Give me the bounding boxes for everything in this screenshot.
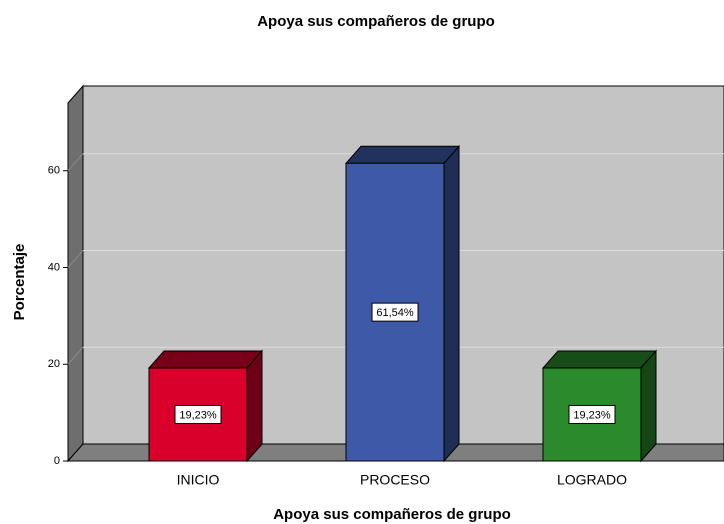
value-label-box [371, 302, 419, 322]
bar-top [147, 350, 264, 369]
x-tick-label: LOGRADO [557, 472, 627, 488]
y-tick-label: 40 [48, 261, 60, 273]
chart-title: Apoya sus compañeros de grupo [257, 13, 495, 30]
value-label-box [174, 404, 222, 424]
x-axis-label: Apoya sus compañeros de grupo [273, 506, 511, 523]
grid-line-side [67, 250, 84, 268]
y-tick-label: 60 [48, 165, 60, 177]
bar-side [443, 144, 460, 463]
value-label: 19,23% [179, 409, 217, 421]
bar-side [246, 349, 263, 463]
grid-line-side [67, 346, 84, 365]
value-label-box [568, 404, 616, 424]
bars: 19,23% 61,54% 19,23% [147, 144, 658, 463]
value-label: 19,23% [573, 409, 611, 421]
left-wall [67, 84, 84, 463]
grid-line-side [67, 153, 84, 172]
bar-top [344, 145, 461, 164]
x-tick-label: INICIO [177, 472, 220, 488]
bar-top [541, 350, 658, 369]
value-label: 61,54% [376, 307, 414, 319]
x-tick-label: PROCESO [360, 472, 430, 488]
y-tick-label: 20 [48, 358, 60, 370]
y-tick-label: 0 [54, 455, 60, 467]
bar-side [640, 349, 657, 463]
y-axis-label: Porcentaje [11, 244, 28, 321]
